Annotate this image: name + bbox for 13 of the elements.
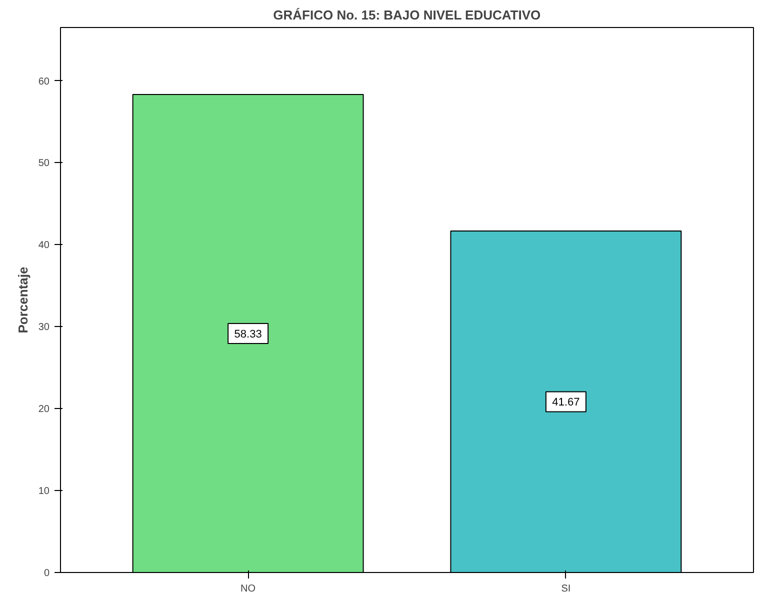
- x-tick-label: NO: [240, 584, 256, 594]
- y-tick-label: 50: [38, 158, 50, 170]
- y-axis-title: Porcentaje: [15, 266, 30, 334]
- y-tick-label: 40: [38, 240, 50, 252]
- y-tick-label: 30: [38, 322, 50, 334]
- chart-title: GRÁFICO No. 15: BAJO NIVEL EDUCATIVO: [273, 8, 541, 22]
- y-tick-label: 0: [44, 568, 50, 579]
- y-tick-label: 60: [38, 76, 50, 88]
- y-tick-label: 10: [38, 486, 50, 498]
- data-label: 58.33: [234, 328, 262, 340]
- y-tick-label: 20: [38, 404, 50, 416]
- x-tick-label: SI: [561, 584, 571, 594]
- data-label: 41.67: [552, 396, 580, 409]
